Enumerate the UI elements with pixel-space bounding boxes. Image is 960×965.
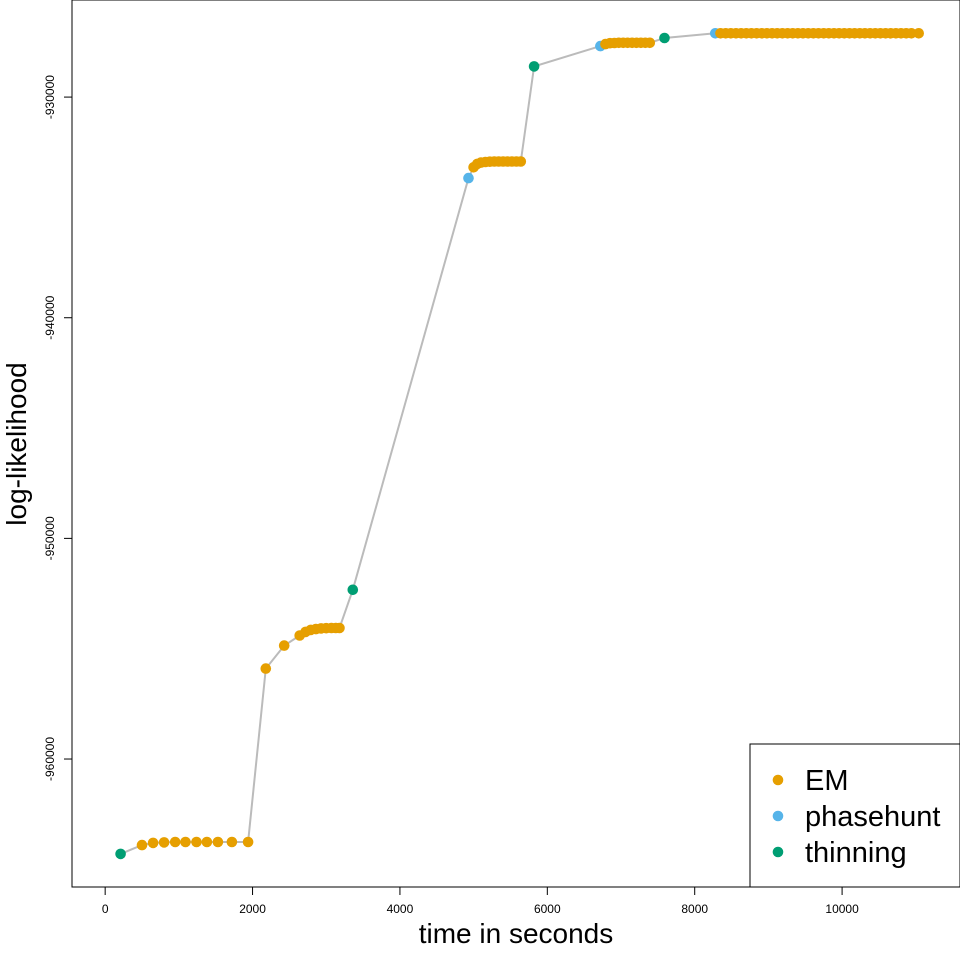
y-tick-label: -950000: [43, 516, 57, 560]
data-point-phasehunt: [463, 172, 474, 184]
data-point-em: [644, 37, 656, 49]
data-point-em: [242, 836, 254, 848]
x-tick-label: 0: [102, 902, 109, 916]
x-axis-label: time in seconds: [419, 918, 614, 949]
data-point-em: [136, 839, 148, 851]
data-point-em: [158, 837, 170, 848]
x-tick-label: 4000: [387, 902, 414, 916]
x-tick-label: 6000: [534, 902, 561, 916]
data-point-em: [169, 836, 181, 848]
data-point-em: [147, 837, 159, 849]
data-point-thinning: [347, 584, 359, 596]
data-point-thinning: [659, 32, 670, 44]
data-point-em: [515, 156, 527, 167]
data-point-em: [180, 836, 191, 848]
x-tick-label: 2000: [239, 902, 266, 916]
legend-marker-phasehunt: [772, 810, 784, 822]
y-axis: -960000 -950000 -940000 -930000: [43, 75, 73, 781]
data-point-em: [278, 640, 290, 651]
data-point-em: [334, 622, 345, 634]
data-point-thinning: [115, 848, 126, 860]
x-tick-label: 10000: [825, 902, 859, 916]
legend-box: [749, 743, 960, 888]
data-point-em: [191, 836, 202, 848]
legend-marker-thinning: [772, 846, 784, 858]
legend-label-em: EM: [805, 765, 849, 797]
y-axis-label: log-likelihood: [1, 362, 32, 525]
x-axis: 0 2000 4000 6000 8000 10000: [102, 886, 859, 916]
y-tick-label: -940000: [43, 295, 57, 339]
data-point-em: [201, 836, 213, 848]
data-point-em: [913, 28, 924, 39]
y-tick-label: -960000: [43, 737, 57, 781]
y-tick-label: -930000: [43, 75, 57, 119]
legend-label-thinning: thinning: [805, 837, 907, 869]
point-layer: [115, 28, 924, 860]
data-point-em: [212, 836, 224, 848]
legend: EM phasehunt thinning: [749, 743, 960, 888]
legend-label-phasehunt: phasehunt: [805, 801, 940, 833]
data-point-em: [260, 663, 272, 674]
data-point-em: [906, 28, 917, 39]
legend-marker-em: [772, 774, 784, 786]
data-point-em: [226, 836, 238, 848]
x-tick-label: 8000: [681, 902, 708, 916]
data-point-thinning: [528, 61, 540, 72]
